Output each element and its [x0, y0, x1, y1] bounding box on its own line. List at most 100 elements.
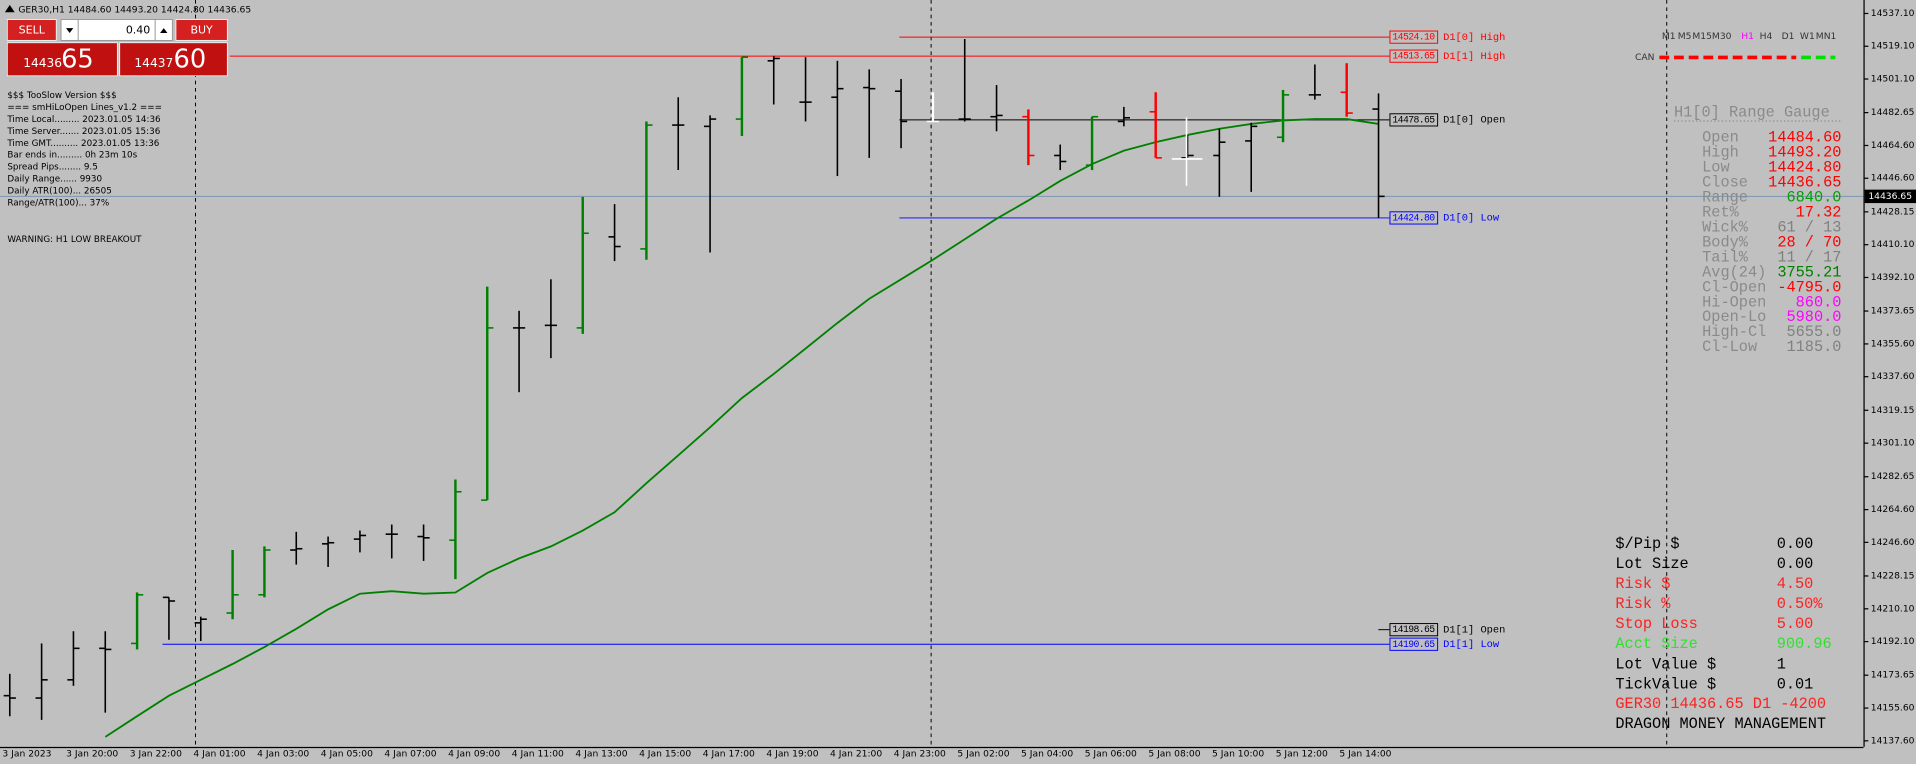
level-value: 14190.65 [1392, 639, 1435, 650]
y-tick-label: 14519.10 [1871, 41, 1915, 52]
x-tick-label: 3 Jan 20:00 [66, 749, 118, 760]
ask-box[interactable] [119, 42, 228, 77]
y-tick-label: 14392.10 [1871, 272, 1915, 283]
y-tick-label: 14501.10 [1871, 74, 1915, 85]
level-name: D1[1] Low [1443, 639, 1500, 651]
x-tick-label: 5 Jan 06:00 [1085, 749, 1137, 760]
gauge-value: 14484.60 [1768, 129, 1841, 147]
gauge-value: 5980.0 [1787, 308, 1842, 326]
y-tick-label: 14301.10 [1871, 438, 1915, 449]
level-box [1389, 211, 1439, 225]
mm-value: 0.50% [1777, 595, 1824, 613]
gauge-value: 3755.21 [1777, 263, 1841, 281]
gauge-value: 6840.0 [1787, 188, 1842, 206]
overlay: 14524.10 D1[0] High 14513.65 D1[1] High 1447… [1171, 30, 1505, 651]
mm-label: TickValue $ [1615, 675, 1716, 693]
mm-label: Stop Loss [1615, 615, 1697, 633]
bid-pips: 65 [61, 44, 94, 74]
x-tick-label: 4 Jan 05:00 [321, 749, 373, 760]
x-tick-label: 4 Jan 07:00 [384, 749, 436, 760]
gauge-label: Cl-Open [1702, 278, 1766, 296]
timeframe[interactable]: M5 [1678, 31, 1692, 42]
level-name: D1[1] High [1443, 51, 1505, 63]
gauge-label: Low [1702, 158, 1729, 176]
info-line: Time GMT.......... 2023.01.05 13:36 [6, 139, 159, 149]
timeframe[interactable]: M30 [1712, 31, 1732, 42]
mm-value: 900.96 [1777, 635, 1832, 653]
x-tick-label: 5 Jan 12:00 [1276, 749, 1328, 760]
level-box [1389, 49, 1439, 63]
gauge-value: 1185.0 [1787, 338, 1842, 356]
bid-main: 14436 [23, 56, 62, 70]
y-tick-label: 14282.65 [1871, 471, 1915, 482]
level-name: D1[0] High [1443, 32, 1505, 44]
timeframe[interactable]: H1 [1741, 31, 1754, 42]
info-line: Time Local......... 2023.01.05 14:36 [6, 115, 161, 125]
y-tick-label: 14173.65 [1871, 670, 1915, 681]
lot-value: 0.40 [126, 24, 150, 37]
gauge-label: High [1702, 144, 1739, 162]
level-value: 14424.80 [1392, 213, 1435, 224]
gauge-label: High-Cl [1702, 323, 1766, 341]
gauge-value: 860.0 [1796, 293, 1842, 311]
y-tick-label: 14446.60 [1871, 173, 1915, 184]
gauge-label: Avg(24) [1702, 263, 1766, 281]
x-tick-label: 5 Jan 14:00 [1339, 749, 1391, 760]
mm-label: $/Pip $ [1615, 535, 1679, 553]
moving-average [104, 118, 1379, 738]
y-tick-label: 14482.65 [1871, 107, 1915, 118]
y-tick-label: 14319.15 [1871, 405, 1915, 416]
lot-down-icon [65, 28, 74, 34]
y-tick-label: 14228.15 [1871, 570, 1915, 581]
ask-pips: 60 [174, 44, 207, 74]
sell-label: SELL [19, 24, 46, 37]
gauge-label: Open [1702, 129, 1739, 147]
timeframe[interactable]: M1 [1662, 31, 1676, 42]
x-tick-label: 5 Jan 02:00 [957, 749, 1009, 760]
last-price-label: 14436.65 [1868, 191, 1912, 202]
mm-footer: GER30 14436.65 D1 -4200 [1615, 695, 1826, 713]
buy-label: BUY [190, 24, 213, 37]
gauge-value: 14424.80 [1768, 158, 1841, 176]
buy-button[interactable] [175, 19, 228, 41]
gauge-value: 5655.0 [1787, 323, 1842, 341]
lot-up-icon [160, 28, 168, 34]
info-line: Daily ATR(100)... 26505 [7, 187, 111, 197]
info-line: Range/ATR(100)... 37% [7, 199, 109, 209]
mm-value: 0.00 [1777, 555, 1814, 573]
info-line: Bar ends in......... 0h 23m 10s [7, 151, 137, 161]
gauge-label: Close [1702, 173, 1748, 191]
mm-label: Risk % [1615, 595, 1671, 613]
gauge-label: Open-Lo [1702, 308, 1766, 326]
y-tick-label: 14246.60 [1871, 537, 1915, 548]
x-tick-label: 5 Jan 10:00 [1212, 749, 1264, 760]
gauge-label: Cl-Low [1702, 338, 1757, 356]
gauge-value: 17.32 [1796, 203, 1842, 221]
level-value: 14524.10 [1392, 32, 1435, 43]
level-value: 14198.65 [1392, 624, 1435, 635]
level-box [1389, 637, 1439, 651]
last-price-box [1864, 189, 1916, 204]
info-line: Spread Pips........ 9.5 [7, 163, 97, 173]
y-tick-label: 14373.65 [1871, 306, 1915, 317]
mm-label: Lot Value $ [1615, 655, 1716, 673]
timeframe[interactable]: D1 [1782, 31, 1795, 42]
timeframe[interactable]: M15 [1692, 31, 1712, 42]
warning: WARNING: H1 LOW BREAKOUT [7, 235, 142, 245]
timeframe[interactable]: W1 [1800, 31, 1815, 42]
info-line: $$$ TooSlow Version $$$ [7, 91, 116, 101]
y-tick-label: 14337.60 [1871, 371, 1915, 382]
timeframe[interactable]: H4 [1760, 31, 1773, 42]
bid-box[interactable] [6, 42, 118, 77]
info-line: Daily Range...... 9930 [7, 175, 102, 185]
can-label: CAN [1635, 52, 1655, 63]
mm-value: 1 [1777, 655, 1786, 673]
gauge-label: Body% [1702, 233, 1749, 251]
sell-button[interactable] [6, 19, 57, 41]
timeframe[interactable]: MN1 [1816, 31, 1837, 42]
gauge-label: Range [1702, 188, 1748, 206]
gauge-label: Hi-Open [1702, 293, 1766, 311]
y-tick-label: 14464.60 [1871, 140, 1915, 151]
